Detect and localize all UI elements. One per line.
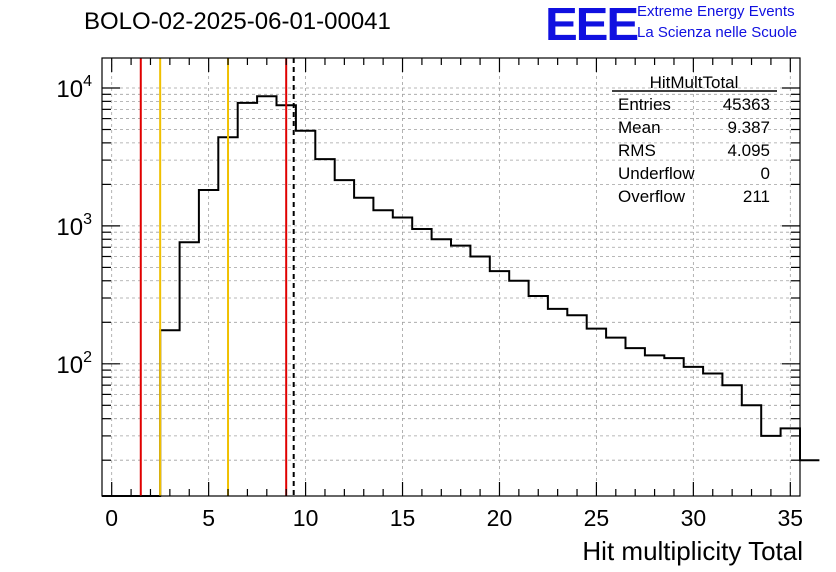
stats-title: HitMultTotal bbox=[650, 73, 739, 92]
stats-label: RMS bbox=[618, 141, 656, 160]
x-tick-label: 35 bbox=[778, 505, 804, 531]
x-tick-label: 25 bbox=[584, 505, 610, 531]
x-tick-label: 5 bbox=[202, 505, 215, 531]
grid bbox=[102, 58, 800, 496]
stats-value: 4.095 bbox=[727, 141, 770, 160]
x-tick-label: 20 bbox=[487, 505, 513, 531]
stats-value: 211 bbox=[743, 187, 770, 206]
y-tick-label: 103 bbox=[56, 211, 92, 241]
cut-lines bbox=[139, 58, 295, 496]
plot-frame bbox=[101, 57, 801, 497]
logo-subtitle-1: Extreme Energy Events bbox=[637, 3, 795, 20]
x-tick-label: 30 bbox=[681, 505, 707, 531]
stats-value: 45363 bbox=[723, 95, 770, 114]
x-tick-label: 0 bbox=[105, 505, 118, 531]
stats-label: Underflow bbox=[618, 164, 695, 183]
x-tick-label: 15 bbox=[390, 505, 416, 531]
stats-box: HitMultTotal Entries 45363 Mean 9.387 RMS 4.0… bbox=[612, 73, 777, 206]
stats-value: 0 bbox=[761, 164, 770, 183]
axes: 0 5 10 15 20 25 30 35 102 103 104 bbox=[56, 58, 803, 531]
histogram-outline bbox=[102, 95, 820, 497]
x-axis-label: Hit multiplicity Total bbox=[582, 536, 803, 566]
x-tick-label: 10 bbox=[293, 505, 319, 531]
y-tick-label: 104 bbox=[56, 73, 92, 103]
stats-label: Overflow bbox=[618, 187, 686, 206]
run-title: BOLO-02-2025-06-01-00041 bbox=[84, 8, 391, 35]
stats-label: Entries bbox=[618, 95, 671, 114]
eee-logo: EEE bbox=[545, 0, 639, 46]
logo-subtitle-2: La Scienza nelle Scuole bbox=[637, 24, 798, 41]
eee-logo-text: EEE bbox=[545, 0, 637, 46]
stats-value: 9.387 bbox=[727, 118, 770, 137]
stats-label: Mean bbox=[618, 118, 661, 137]
y-tick-label: 102 bbox=[56, 349, 92, 379]
histogram-series bbox=[102, 95, 820, 497]
